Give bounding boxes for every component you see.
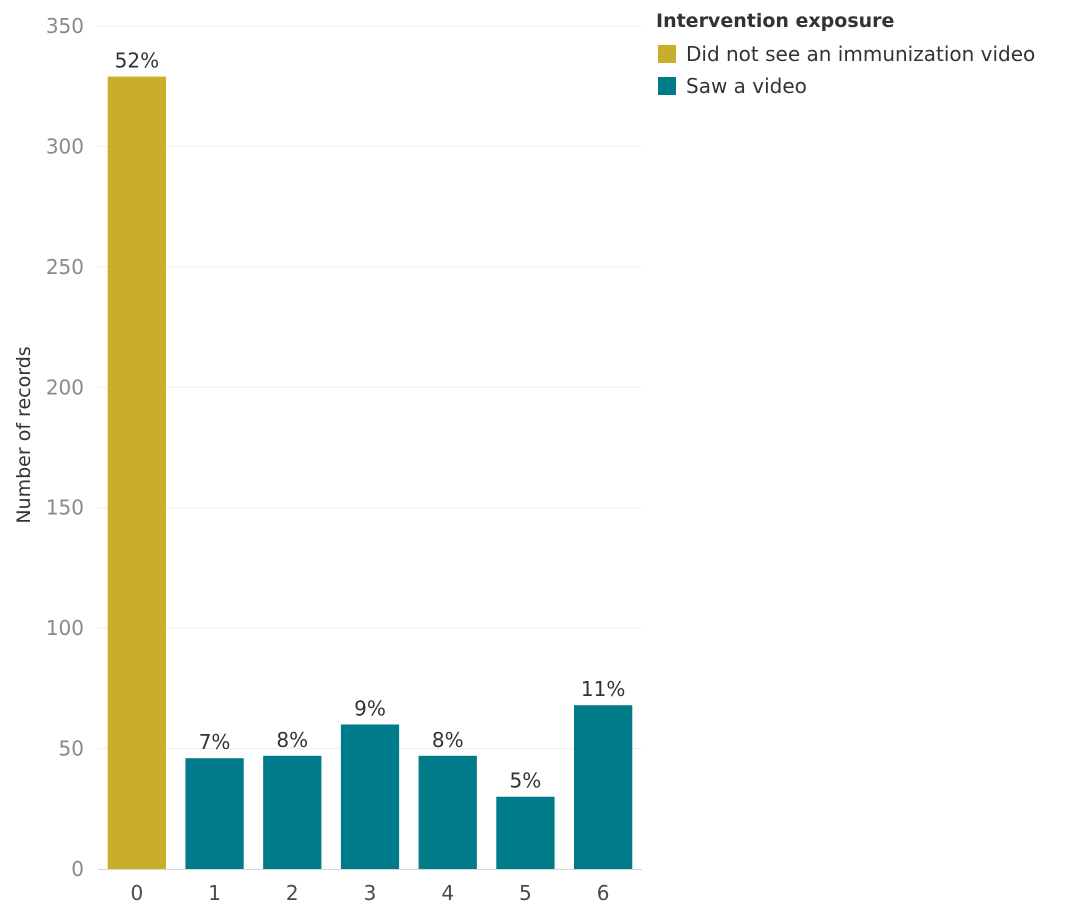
data-label-6: 11% [581, 677, 625, 701]
legend-swatch-did-not-see-video [658, 45, 676, 63]
data-label-0: 52% [115, 49, 159, 73]
bar-6[interactable] [574, 705, 633, 869]
y-tick-label: 100 [46, 616, 84, 640]
y-tick-label: 0 [71, 857, 84, 881]
x-tick-label: 3 [364, 881, 377, 905]
y-tick-label: 250 [46, 255, 84, 279]
data-label-1: 7% [199, 730, 231, 754]
legend-item-did-not-see-video[interactable]: Did not see an immunization video [656, 38, 1035, 70]
legend-title: Intervention exposure [656, 10, 895, 32]
y-axis-title: Number of records [13, 346, 35, 523]
bar-5[interactable] [496, 796, 555, 869]
y-tick-label: 150 [46, 496, 84, 520]
x-axis-ticks: 0 1 2 3 4 5 6 [130, 881, 609, 905]
x-tick-label: 1 [208, 881, 221, 905]
bar-0[interactable] [107, 76, 166, 869]
x-tick-label: 2 [286, 881, 299, 905]
y-tick-label: 350 [46, 14, 84, 38]
x-tick-label: 0 [130, 881, 143, 905]
data-label-4: 8% [432, 728, 464, 752]
y-tick-label: 300 [46, 134, 84, 158]
x-tick-label: 5 [519, 881, 532, 905]
data-label-5: 5% [510, 769, 542, 793]
bar-1[interactable] [185, 758, 244, 869]
bar-2[interactable] [263, 755, 322, 869]
bars [107, 76, 633, 869]
gridlines [98, 25, 642, 750]
y-tick-label: 200 [46, 375, 84, 399]
data-label-3: 9% [354, 696, 386, 720]
data-label-2: 8% [276, 728, 308, 752]
legend-label-saw-video: Saw a video [686, 74, 807, 98]
bar-4[interactable] [418, 755, 477, 869]
legend-swatch-saw-video [658, 77, 676, 95]
legend: Intervention exposure Did not see an imm… [656, 10, 1035, 102]
x-tick-label: 6 [597, 881, 610, 905]
legend-item-saw-video[interactable]: Saw a video [656, 70, 1035, 102]
y-tick-label: 50 [59, 737, 84, 761]
bar-3[interactable] [340, 724, 400, 869]
y-axis-ticks: 0 50 100 150 200 250 300 350 [46, 14, 84, 881]
data-labels: 52% 7% 8% 9% 8% 5% 11% [115, 49, 626, 793]
legend-label-did-not-see-video: Did not see an immunization video [686, 42, 1036, 66]
x-tick-label: 4 [441, 881, 454, 905]
